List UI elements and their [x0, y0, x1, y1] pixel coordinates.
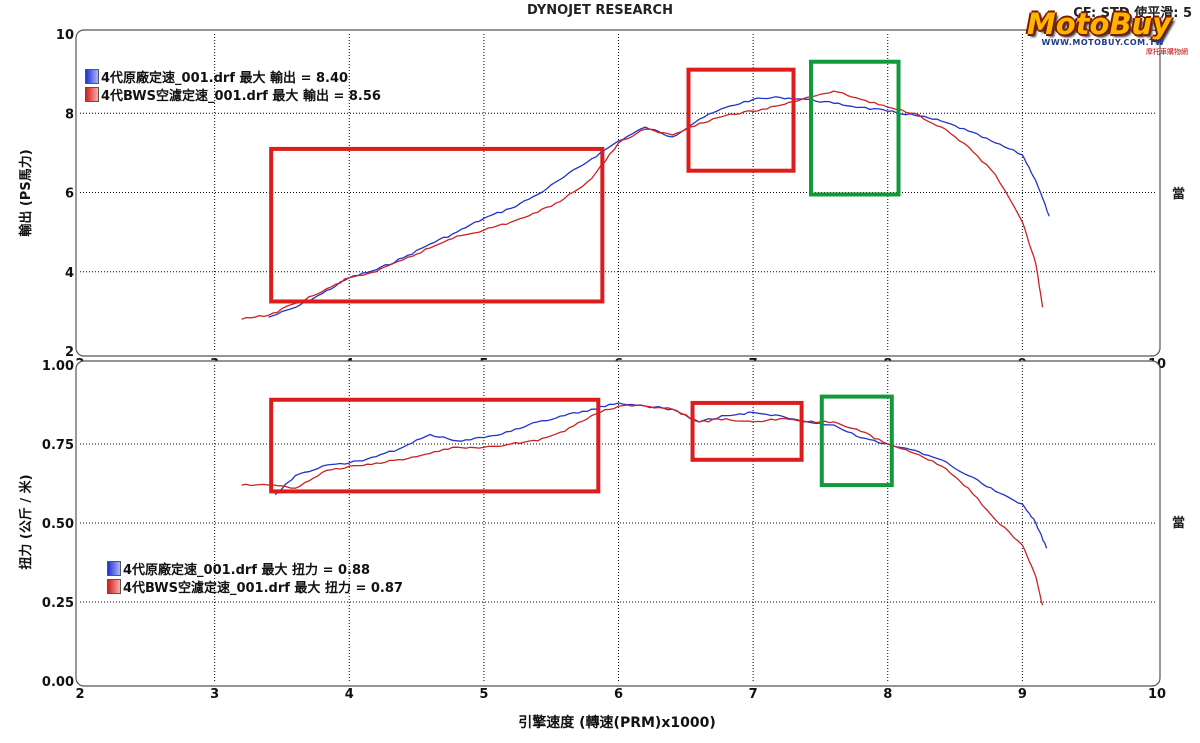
- torque-x-tick-label: 2: [75, 687, 84, 702]
- logo-wordmark: MotoBuy: [1026, 7, 1172, 41]
- power-highlight-box-red: [686, 67, 796, 173]
- right-edge-label-top: 當: [1172, 187, 1186, 202]
- torque-y-tick-label: 0.25: [42, 596, 74, 611]
- motobuy-logo: MotoBuy WWW.MOTOBUY.COM.TW 摩托車購物網: [1010, 7, 1188, 57]
- legend-item: 4代原廠定速_001.drf 最大 扭力 = 0.88: [107, 559, 403, 578]
- torque-x-tick-label: 3: [210, 687, 219, 702]
- torque-x-tick-label: 4: [345, 687, 354, 702]
- power-legend: 4代原廠定速_001.drf 最大 輸出 = 8.40 4代BWS空濾定速_00…: [85, 67, 381, 104]
- legend-label: 4代原廠定速_001.drf 最大 輸出 = 8.40: [101, 70, 349, 86]
- legend-swatch-red: [85, 86, 99, 102]
- torque-x-tick-label: 9: [1018, 687, 1027, 702]
- x-axis-label: 引擎速度 (轉速(PRM)x1000): [518, 714, 715, 731]
- torque-series-red-line: [241, 404, 1044, 606]
- logo-url: WWW.MOTOBUY.COM.TW: [1041, 38, 1165, 47]
- power-highlight-box-green: [809, 59, 901, 197]
- power-y-tick-label: 6: [65, 187, 74, 202]
- torque-y-axis-label: 扭力 (公斤 / 米): [18, 474, 34, 569]
- torque-x-tick-label: 10: [1148, 687, 1166, 702]
- legend-label: 4代原廠定速_001.drf 最大 扭力 = 0.88: [123, 562, 371, 578]
- torque-x-tick-label: 7: [749, 687, 758, 702]
- torque-highlight-box-green: [819, 394, 894, 488]
- right-edge-label-bottom: 當: [1172, 516, 1186, 531]
- legend-swatch-red: [107, 578, 121, 594]
- torque-highlight-box-red: [269, 397, 601, 494]
- logo-tagline: 摩托車購物網: [1146, 48, 1188, 56]
- power-y-tick-label: 4: [65, 266, 74, 281]
- torque-y-tick-label: 0.50: [42, 517, 74, 532]
- legend-label: 4代BWS空濾定速_001.drf 最大 輸出 = 8.56: [101, 88, 381, 104]
- legend-item: 4代BWS空濾定速_001.drf 最大 輸出 = 8.56: [85, 85, 381, 104]
- power-y-axis-label: 輸出 (PS馬力): [18, 149, 34, 236]
- chart-title: DYNOJET RESEARCH: [527, 3, 673, 18]
- torque-legend: 4代原廠定速_001.drf 最大 扭力 = 0.88 4代BWS空濾定速_00…: [107, 559, 403, 596]
- torque-y-tick-label: 1.00: [42, 359, 74, 374]
- power-y-tick-label: 2: [65, 345, 74, 360]
- power-y-tick-label: 10: [56, 28, 74, 43]
- torque-panel: 2 3 4 5 6 7 8 9 10 0.00 0.25 0.50 0.75 1.00: [42, 359, 1166, 702]
- torque-x-tick-label: 8: [883, 687, 892, 702]
- torque-y-tick-label: 0.00: [42, 675, 74, 690]
- power-panel: 2345678910246810: [56, 28, 1166, 372]
- legend-label: 4代BWS空濾定速_001.drf 最大 扭力 = 0.87: [123, 580, 403, 596]
- legend-swatch-blue: [107, 560, 121, 576]
- power-y-tick-label: 8: [65, 107, 74, 122]
- legend-swatch-blue: [85, 68, 99, 84]
- torque-highlight-box-red: [690, 400, 804, 462]
- torque-x-tick-label: 5: [479, 687, 488, 702]
- power-highlight-box-red: [269, 146, 605, 304]
- power-series-blue-line: [268, 96, 1050, 318]
- correction-smoothing-label: CF: STD 使平滑: 5: [1073, 6, 1192, 21]
- legend-item: 4代原廠定速_001.drf 最大 輸出 = 8.40: [85, 67, 381, 86]
- torque-x-tick-label: 6: [614, 687, 623, 702]
- torque-y-tick-label: 0.75: [42, 438, 74, 453]
- power-series-red-line: [241, 90, 1044, 320]
- legend-item: 4代BWS空濾定速_001.drf 最大 扭力 = 0.87: [107, 577, 403, 596]
